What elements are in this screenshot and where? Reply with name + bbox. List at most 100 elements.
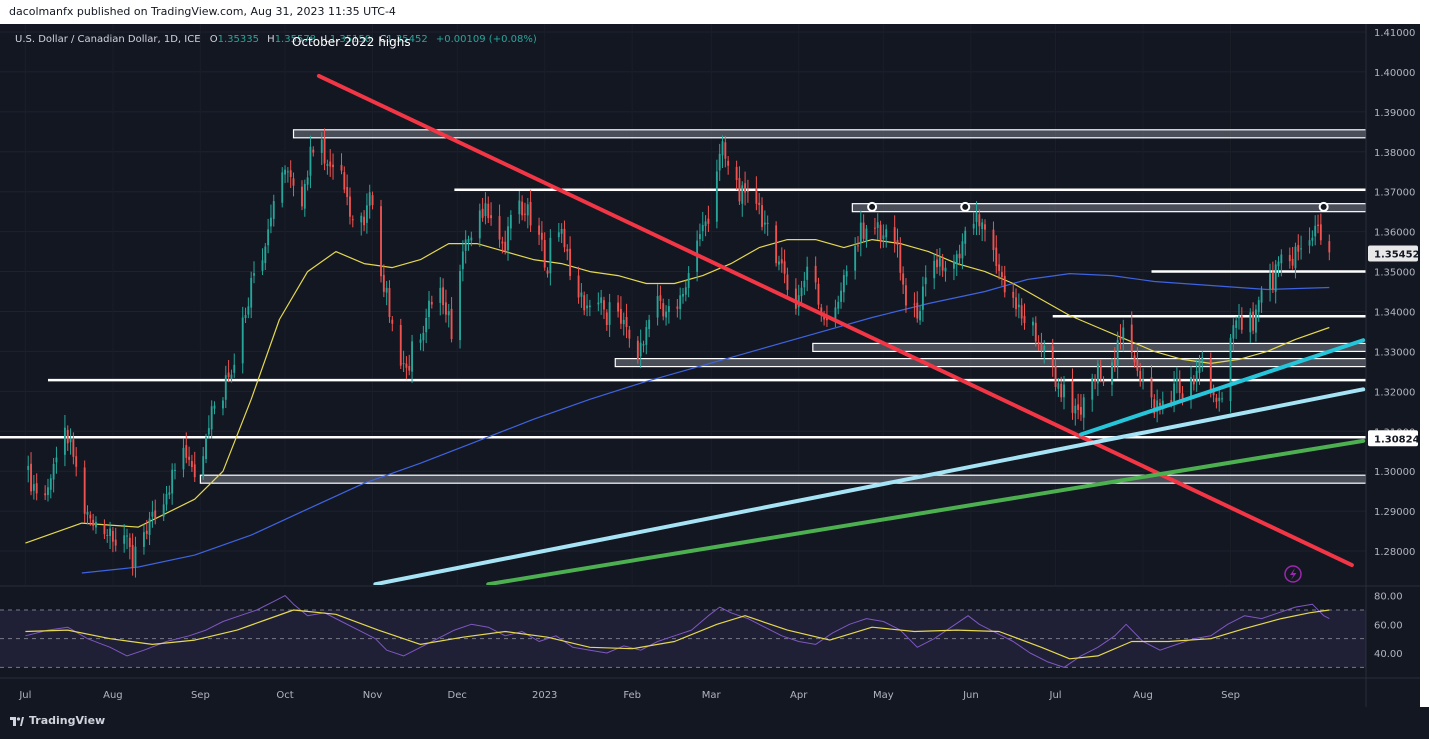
rsi-tick-label: 80.00 bbox=[1374, 592, 1403, 603]
level-price-label-bg bbox=[1368, 430, 1418, 447]
close-label: C bbox=[379, 34, 386, 45]
price-tick-label: 1.33000 bbox=[1374, 347, 1415, 358]
candle-body bbox=[1173, 383, 1176, 402]
tradingview-brand[interactable]: TradingView bbox=[10, 714, 105, 727]
candle-body bbox=[543, 240, 546, 268]
candle-body bbox=[1063, 384, 1065, 398]
trendline-uptrend_2 bbox=[373, 387, 1366, 585]
candle-body bbox=[1288, 254, 1291, 262]
candle-body bbox=[958, 253, 961, 259]
candle-body bbox=[992, 229, 995, 251]
resistance-zone bbox=[614, 357, 1366, 368]
candle-body bbox=[1133, 355, 1136, 363]
rsi-axis[interactable]: 80.00 60.00 40.00 bbox=[1374, 592, 1403, 660]
candle-body bbox=[642, 344, 645, 346]
candle-body bbox=[546, 270, 549, 274]
candle-body bbox=[501, 241, 504, 244]
candle-body bbox=[679, 295, 682, 310]
candle-body bbox=[569, 248, 572, 276]
candle-body bbox=[540, 232, 543, 240]
candle-body bbox=[419, 339, 422, 343]
candle-body bbox=[1156, 400, 1159, 412]
flash-button[interactable] bbox=[1284, 565, 1302, 583]
time-axis[interactable]: Jul Aug Sep Oct Nov Dec 2023 Feb Mar Apr May Jun Jul… bbox=[18, 690, 1240, 701]
symbol-legend: U.S. Dollar / Canadian Dollar, 1D, ICE O… bbox=[15, 34, 537, 45]
candle-body bbox=[202, 456, 205, 477]
candle-body bbox=[111, 530, 114, 542]
candle-body bbox=[66, 429, 69, 444]
candle-body bbox=[837, 301, 840, 309]
candle-body bbox=[1096, 363, 1099, 384]
bottom-bar bbox=[0, 707, 1429, 739]
candle-body bbox=[484, 203, 487, 217]
candle-body bbox=[507, 226, 509, 251]
candle-body bbox=[289, 170, 292, 177]
time-tick-label: Mar bbox=[702, 690, 722, 701]
price-grid bbox=[0, 24, 1366, 585]
candle-body bbox=[746, 190, 749, 192]
candle-body bbox=[498, 216, 501, 240]
candle-body bbox=[1249, 312, 1252, 333]
candle-body bbox=[1221, 398, 1223, 400]
candle-body bbox=[286, 171, 289, 173]
candle-body bbox=[422, 332, 425, 341]
candle-body bbox=[292, 178, 295, 186]
price-tick-label: 1.37000 bbox=[1374, 188, 1415, 199]
candle-body bbox=[896, 240, 899, 245]
candle-body bbox=[563, 228, 566, 248]
candle-body bbox=[656, 296, 659, 318]
candle-body bbox=[411, 341, 413, 372]
candle-body bbox=[648, 319, 651, 330]
price-tick-label: 1.40000 bbox=[1374, 68, 1415, 79]
candle-body bbox=[738, 177, 741, 202]
price-chart[interactable]: 1.41000 1.40000 1.39000 1.38000 1.37000 1.360… bbox=[0, 24, 1420, 707]
candle-body bbox=[95, 521, 97, 528]
candle-body bbox=[521, 201, 524, 216]
candle-body bbox=[1269, 273, 1271, 290]
candle-body bbox=[628, 329, 631, 339]
time-tick-label: Dec bbox=[448, 690, 467, 701]
candle-body bbox=[667, 306, 670, 313]
candle-body bbox=[529, 201, 532, 226]
candle-body bbox=[250, 277, 253, 308]
candle-body bbox=[741, 185, 744, 204]
candle-body bbox=[944, 267, 947, 272]
candle-body bbox=[953, 261, 955, 269]
candle-body bbox=[32, 484, 35, 491]
candle-body bbox=[718, 153, 721, 171]
swing-high-marker bbox=[867, 201, 878, 212]
candle-body bbox=[645, 327, 648, 345]
candle-body bbox=[1311, 237, 1314, 241]
candle-body bbox=[182, 447, 185, 470]
candle-body bbox=[1178, 378, 1181, 393]
time-tick-label: Nov bbox=[363, 690, 383, 701]
candle-body bbox=[1170, 400, 1173, 404]
candle-body bbox=[230, 374, 233, 380]
candle-body bbox=[876, 222, 879, 228]
candle-body bbox=[566, 249, 569, 252]
candle-body bbox=[865, 228, 868, 242]
candle-body bbox=[145, 530, 148, 534]
candle-body bbox=[684, 287, 687, 295]
candle-body bbox=[625, 316, 628, 327]
rsi-line bbox=[25, 595, 1330, 668]
price-axis[interactable]: 1.41000 1.40000 1.39000 1.38000 1.37000 1.360… bbox=[1368, 28, 1420, 558]
candle-body bbox=[933, 260, 936, 279]
candle-body bbox=[1003, 275, 1006, 293]
open-label: O bbox=[210, 34, 218, 45]
candle-body bbox=[151, 512, 154, 517]
candle-body bbox=[1257, 300, 1260, 313]
candle-body bbox=[826, 317, 828, 321]
candle-body bbox=[1252, 311, 1255, 331]
last-price-label: 1.35452 bbox=[1374, 250, 1420, 261]
candle-body bbox=[329, 161, 332, 167]
candle-body bbox=[1235, 320, 1238, 328]
brand-name: TradingView bbox=[29, 714, 106, 727]
candle-body bbox=[1192, 379, 1195, 385]
candle-body bbox=[1034, 322, 1037, 342]
candle-body bbox=[1317, 224, 1319, 227]
candle-body bbox=[380, 206, 382, 277]
candle-body bbox=[560, 228, 563, 234]
candle-body bbox=[978, 214, 981, 227]
chart-frame[interactable]: 1.41000 1.40000 1.39000 1.38000 1.37000 1.360… bbox=[0, 24, 1420, 707]
